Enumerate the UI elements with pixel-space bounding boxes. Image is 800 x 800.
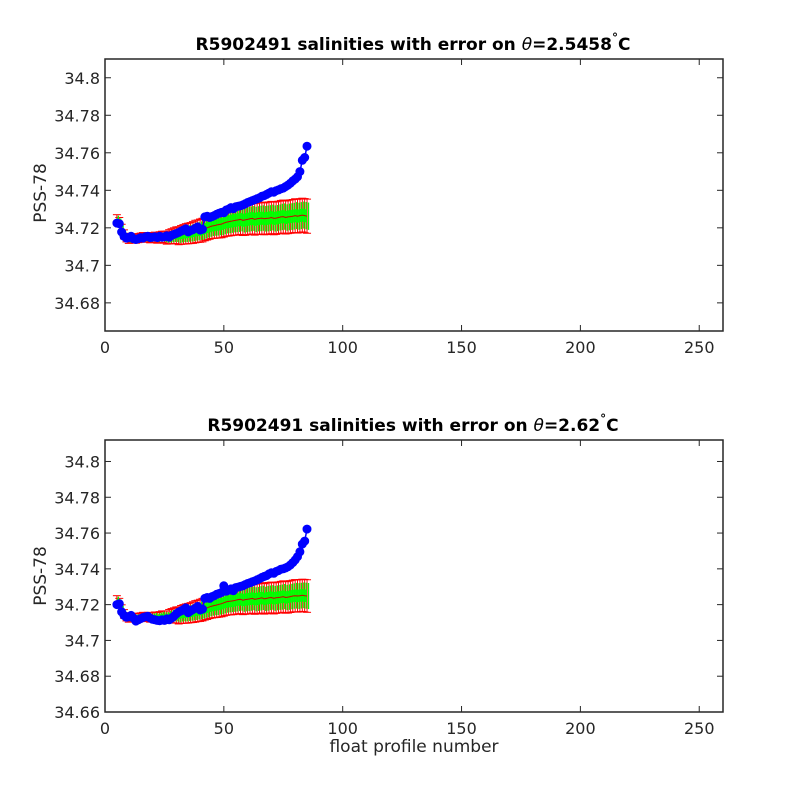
bottom-x-axis-label: float profile number bbox=[329, 737, 498, 757]
y-tick-label: 34.8 bbox=[64, 69, 100, 88]
y-tick-label: 34.68 bbox=[54, 294, 100, 313]
x-tick-label: 150 bbox=[446, 338, 477, 357]
error-bar bbox=[303, 579, 312, 613]
y-tick-label: 34.78 bbox=[54, 106, 100, 125]
bottom-axes-box bbox=[104, 439, 724, 713]
mapped-salinity-band bbox=[116, 589, 308, 620]
x-tick-label: 0 bbox=[100, 719, 110, 738]
y-tick-label: 34.7 bbox=[64, 256, 100, 275]
y-tick-label: 34.72 bbox=[54, 219, 100, 238]
x-tick-label: 200 bbox=[565, 719, 596, 738]
error-bar bbox=[303, 198, 312, 234]
top-data-marks bbox=[112, 141, 312, 246]
float-salinity-point bbox=[295, 167, 305, 177]
y-tick-label: 34.76 bbox=[54, 144, 100, 163]
float-salinity-point bbox=[295, 547, 305, 557]
top-y-axis-label: PSS-78 bbox=[31, 163, 51, 223]
float-salinity-point bbox=[302, 524, 312, 534]
bottom-data-marks bbox=[112, 524, 312, 626]
float-salinity-point bbox=[198, 604, 207, 614]
x-tick-label: 250 bbox=[684, 338, 715, 357]
y-tick-label: 34.74 bbox=[54, 181, 100, 200]
bottom-axis-ticks: 0 50 100 150 200 250 34.66 34.68 34.7 34.72 34.74 3… bbox=[54, 440, 723, 738]
float-salinity-point bbox=[198, 224, 207, 234]
x-tick-label: 0 bbox=[100, 338, 110, 357]
float-salinity-point bbox=[302, 141, 312, 151]
top-chart-title: R5902491 salinities with error on θ=2.54… bbox=[196, 31, 631, 55]
x-tick-label: 50 bbox=[214, 338, 234, 357]
x-tick-label: 50 bbox=[214, 719, 234, 738]
top-axis-ticks: 0 50 100 150 200 250 34.68 34.7 34.72 34.74 34.76 3… bbox=[54, 59, 723, 357]
top-axes-box bbox=[104, 58, 724, 332]
float-salinity-point bbox=[300, 153, 310, 162]
x-tick-label: 150 bbox=[446, 719, 477, 738]
mapped-salinity-band bbox=[116, 208, 308, 241]
bottom-chart-title: R5902491 salinities with error on θ=2.62… bbox=[207, 412, 618, 436]
x-tick-label: 250 bbox=[684, 719, 715, 738]
float-salinity-point bbox=[300, 536, 310, 546]
top-panel: R5902491 salinities with error on θ=2.54… bbox=[31, 31, 724, 357]
y-tick-label: 34.8 bbox=[64, 452, 100, 471]
y-tick-label: 34.76 bbox=[54, 524, 100, 543]
y-tick-label: 34.72 bbox=[54, 596, 100, 615]
y-tick-label: 34.78 bbox=[54, 488, 100, 507]
float-salinity-point bbox=[114, 219, 124, 229]
float-salinity-point bbox=[114, 599, 124, 609]
y-tick-label: 34.7 bbox=[64, 631, 100, 650]
bottom-y-axis-label: PSS-78 bbox=[31, 546, 51, 606]
x-tick-label: 200 bbox=[565, 338, 596, 357]
y-tick-label: 34.66 bbox=[54, 703, 100, 722]
y-tick-label: 34.74 bbox=[54, 560, 100, 579]
x-tick-label: 100 bbox=[327, 338, 358, 357]
bottom-panel: R5902491 salinities with error on θ=2.62… bbox=[31, 412, 724, 757]
x-tick-label: 100 bbox=[327, 719, 358, 738]
y-tick-label: 34.68 bbox=[54, 667, 100, 686]
